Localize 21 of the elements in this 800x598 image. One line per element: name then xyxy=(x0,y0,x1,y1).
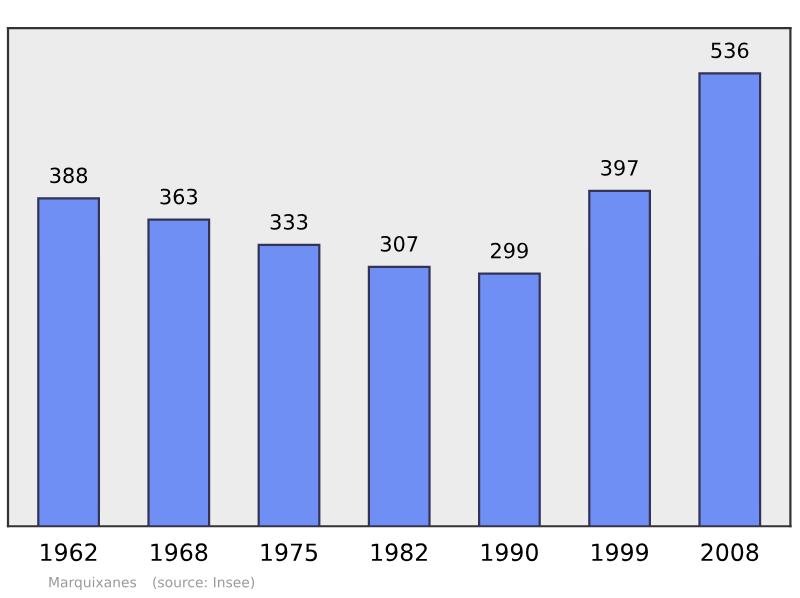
bar xyxy=(477,272,541,527)
bar xyxy=(257,243,321,527)
x-tick-label: 1982 xyxy=(371,543,427,562)
bar xyxy=(37,197,101,527)
data-label: 333 xyxy=(270,213,308,230)
x-tick-label: 1975 xyxy=(261,543,317,562)
bar xyxy=(147,218,211,527)
data-label: 536 xyxy=(711,42,749,59)
x-tick-label: 1999 xyxy=(592,543,648,562)
data-label: 397 xyxy=(601,159,638,176)
x-tick-label: 1968 xyxy=(151,543,208,562)
data-label: 299 xyxy=(491,242,528,259)
x-tick-label: 1990 xyxy=(481,543,538,562)
x-tick-label: 2008 xyxy=(701,543,759,562)
bar xyxy=(367,265,431,527)
data-label: 363 xyxy=(160,188,198,205)
x-tick-label: 1962 xyxy=(41,543,97,562)
data-label: 307 xyxy=(380,235,418,252)
data-label: 388 xyxy=(50,167,88,184)
bar xyxy=(588,189,652,527)
bar xyxy=(698,72,762,527)
